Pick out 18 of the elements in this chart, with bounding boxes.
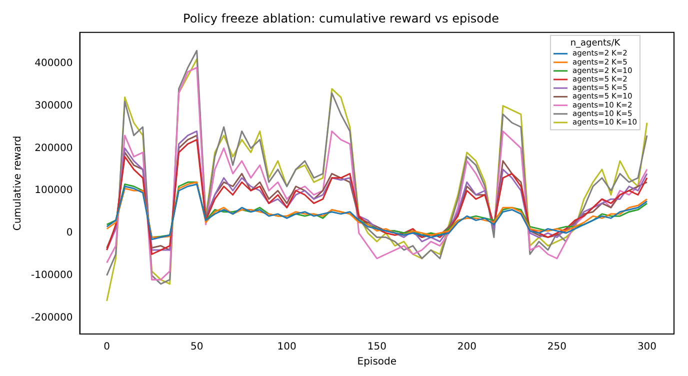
x-tick-label: 100 (277, 342, 296, 353)
x-tick-label: 200 (457, 342, 476, 353)
x-tick-label: 50 (190, 342, 204, 353)
y-tick-label: 300000 (34, 100, 73, 112)
chart-title: Policy freeze ablation: cumulative reward vs episode (183, 11, 499, 26)
y-tick-label: 100000 (34, 185, 73, 196)
x-tick-label: 0 (104, 342, 110, 353)
y-tick-label: -200000 (30, 312, 73, 324)
y-tick-label: -100000 (30, 270, 73, 282)
legend-title: n_agents/K (570, 38, 622, 49)
x-tick-label: 250 (547, 342, 567, 353)
x-tick-label: 300 (637, 342, 657, 353)
y-tick-label: 0 (66, 228, 73, 239)
y-axis-title: Cumulative reward (12, 136, 24, 231)
x-axis-title: Episode (357, 356, 397, 368)
y-tick-label: 200000 (34, 142, 73, 154)
y-tick-label: 400000 (34, 58, 73, 69)
x-tick-label: 150 (367, 342, 386, 353)
